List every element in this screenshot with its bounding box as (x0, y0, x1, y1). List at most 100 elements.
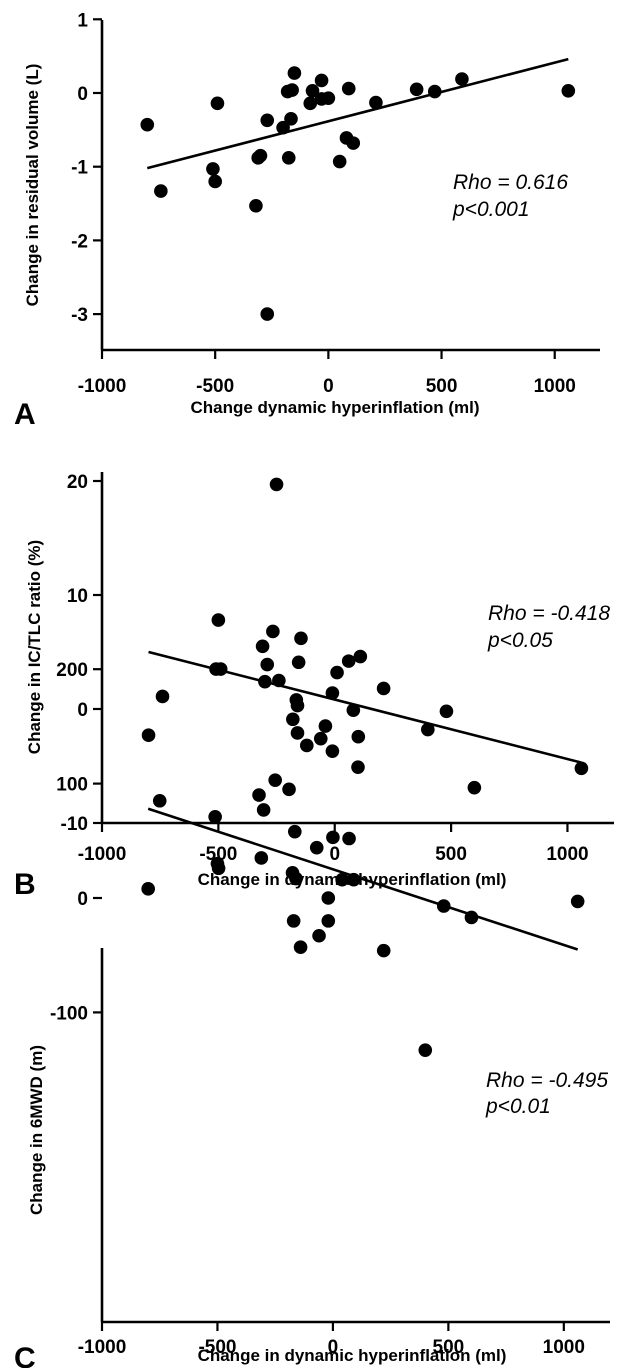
y-axis-title: Change in 6MWD (m) (27, 1045, 46, 1215)
data-point (276, 120, 290, 135)
data-point (353, 649, 368, 664)
x-tick-label: 1000 (546, 844, 588, 865)
data-point (439, 704, 454, 719)
data-point (141, 728, 156, 743)
data-point (291, 655, 306, 670)
data-point (268, 773, 282, 787)
data-point (464, 910, 479, 925)
data-point (341, 81, 356, 96)
data-point (335, 872, 349, 887)
data-point (211, 861, 226, 876)
data-point (330, 665, 344, 680)
y-tick-label: 0 (77, 700, 88, 721)
data-point (210, 96, 225, 111)
y-tick-label: -1 (71, 158, 88, 179)
y-axis-title: Change in IC/TLC ratio (%) (25, 540, 44, 754)
y-tick-label: 1 (77, 10, 88, 31)
data-point (272, 673, 286, 688)
data-point (346, 703, 361, 717)
data-point (281, 151, 296, 165)
data-point (141, 882, 155, 896)
data-point (294, 631, 308, 646)
data-point (309, 840, 324, 855)
data-point (284, 111, 298, 126)
data-point (369, 95, 383, 110)
data-point (282, 782, 296, 797)
data-point (409, 82, 424, 97)
y-tick-label: 0 (77, 84, 88, 105)
regression-line (146, 57, 569, 170)
y-tick-label: -2 (71, 231, 88, 252)
y-tick-label: 0 (77, 889, 88, 910)
data-point (305, 83, 320, 98)
x-tick-label: 0 (328, 1337, 339, 1358)
data-point (253, 148, 268, 163)
data-point (303, 96, 318, 111)
x-tick-label: -1000 (78, 1337, 127, 1358)
data-point (285, 83, 299, 97)
x-tick-label: -1000 (78, 844, 127, 865)
data-point (155, 689, 170, 704)
data-point (318, 719, 333, 733)
x-tick-label: 1000 (543, 1337, 585, 1358)
rho-annotation: Rho = -0.495 (486, 1069, 608, 1092)
p-value-annotation: p<0.001 (452, 198, 530, 221)
data-point (325, 744, 340, 758)
data-point (421, 722, 435, 737)
data-point (260, 307, 275, 321)
x-tick-label: -500 (196, 376, 234, 397)
data-point (208, 809, 222, 824)
chart-panel-a: -1000 -500 0 500 1000 1 0 -1 -2 -3 Change dynamic … (14, 10, 600, 431)
x-axis-title: Change in dynamic hyperinflation (ml) (198, 1346, 507, 1365)
panel-label: C (14, 1342, 36, 1368)
panel-label: B (14, 868, 36, 901)
y-tick-label: 20 (67, 472, 88, 493)
data-point (290, 726, 305, 740)
data-point (258, 674, 272, 689)
data-point (332, 154, 347, 169)
data-point (455, 72, 469, 86)
data-point (321, 914, 336, 928)
rho-annotation: Rho = 0.616 (453, 171, 568, 194)
data-point (287, 66, 302, 80)
data-point (289, 871, 303, 886)
data-point (346, 136, 361, 150)
x-tick-label: 500 (426, 376, 458, 397)
data-point (266, 624, 280, 639)
x-axis-title: Change dynamic hyperinflation (ml) (190, 398, 479, 417)
data-point (206, 162, 220, 176)
data-point (269, 477, 284, 492)
x-tick-label: -500 (199, 844, 237, 865)
data-point (293, 940, 308, 954)
data-point (321, 91, 336, 105)
rho-annotation: Rho = -0.418 (488, 602, 610, 625)
data-point (313, 731, 328, 746)
y-tick-label: -100 (50, 1003, 88, 1024)
data-point (574, 761, 589, 776)
x-tick-label: -500 (198, 1337, 236, 1358)
data-point (286, 914, 301, 928)
data-point (418, 1043, 433, 1057)
data-point (290, 698, 305, 713)
y-axis-title: Change in residual volume (L) (23, 64, 42, 307)
data-point (260, 657, 275, 672)
data-point (351, 760, 365, 774)
x-tick-label: 500 (435, 844, 467, 865)
data-point (288, 824, 302, 839)
data-point (342, 831, 356, 846)
data-point (341, 654, 356, 668)
data-point (325, 686, 340, 700)
data-point (208, 174, 222, 189)
x-tick-label: -1000 (78, 376, 127, 397)
regression-line (147, 807, 579, 951)
data-point (561, 83, 576, 98)
y-tick-label: -10 (61, 814, 88, 835)
data-point (314, 73, 329, 88)
p-value-annotation: p<0.01 (485, 1095, 551, 1118)
data-point (376, 681, 391, 696)
data-point (436, 899, 451, 913)
data-point (351, 729, 366, 744)
data-point (213, 662, 228, 676)
